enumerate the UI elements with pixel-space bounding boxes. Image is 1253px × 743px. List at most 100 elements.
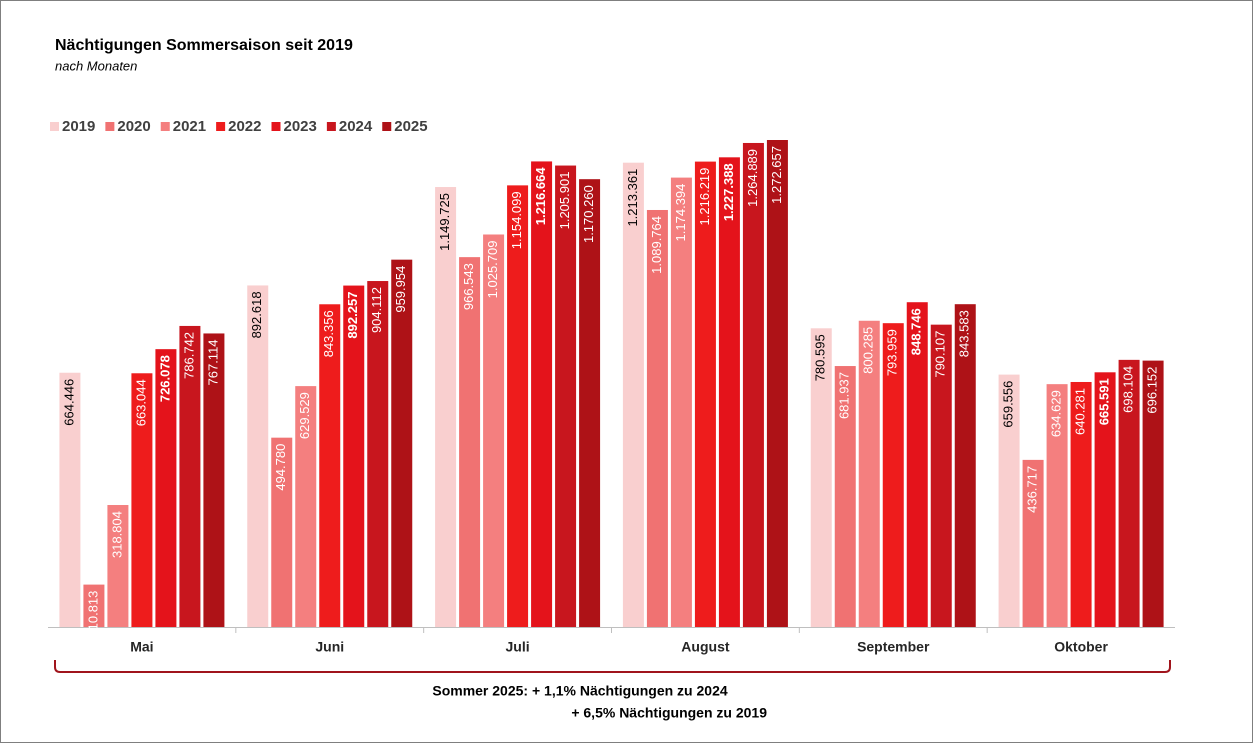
bar xyxy=(930,324,952,627)
legend-label: 2020 xyxy=(117,118,150,135)
bar xyxy=(834,366,856,627)
bar xyxy=(1142,360,1164,627)
value-label: 1.213.361 xyxy=(625,169,640,227)
legend-swatch xyxy=(271,122,281,131)
bar xyxy=(555,165,577,628)
value-label: 494.780 xyxy=(273,444,288,491)
bar xyxy=(810,328,832,627)
value-label: 665.591 xyxy=(1097,378,1112,425)
value-label: 1.089.764 xyxy=(649,216,664,274)
x-tick-label: Juni xyxy=(315,639,344,655)
value-label: 790.107 xyxy=(933,331,948,378)
value-label: 786.742 xyxy=(181,332,196,379)
bar xyxy=(247,285,269,627)
bar xyxy=(1022,459,1044,627)
value-label: 726.078 xyxy=(157,355,172,402)
bar xyxy=(295,386,317,627)
legend-label: 2021 xyxy=(173,118,206,135)
value-label: 1.154.099 xyxy=(509,191,524,249)
value-label: 1.272.657 xyxy=(769,146,784,204)
bar xyxy=(367,281,389,627)
value-label: 892.618 xyxy=(249,291,264,338)
bar xyxy=(459,257,481,627)
value-label: 1.170.260 xyxy=(581,185,596,243)
bar xyxy=(1070,381,1092,627)
value-label: 634.629 xyxy=(1049,390,1064,437)
bar xyxy=(766,140,788,627)
bar xyxy=(998,374,1020,627)
value-label: 696.152 xyxy=(1145,367,1160,414)
value-label: 659.556 xyxy=(1001,381,1016,428)
bar xyxy=(882,323,904,627)
bar xyxy=(391,259,413,627)
bar xyxy=(319,304,341,627)
bar xyxy=(83,584,105,627)
bar xyxy=(622,162,644,628)
x-tick-label: September xyxy=(857,639,930,655)
bar xyxy=(107,505,129,627)
value-label: 966.543 xyxy=(461,263,476,310)
bar xyxy=(343,285,365,627)
bar xyxy=(646,209,668,627)
x-tick-label: August xyxy=(681,639,730,655)
x-tick-label: Juli xyxy=(506,639,530,655)
bar xyxy=(59,372,81,627)
legend-swatch xyxy=(326,122,336,131)
value-label: 629.529 xyxy=(297,392,312,439)
bar xyxy=(1118,359,1140,627)
bar xyxy=(954,304,976,627)
value-label: 780.595 xyxy=(813,334,828,381)
value-label: 1.216.219 xyxy=(697,168,712,226)
chart-title: Nächtigungen Sommersaison seit 2019 xyxy=(55,37,353,54)
legend-label: 2022 xyxy=(228,118,261,135)
x-tick-label: Oktober xyxy=(1054,639,1108,655)
value-label: 1.149.725 xyxy=(437,193,452,251)
bar xyxy=(1046,384,1068,627)
value-label: 1.216.664 xyxy=(533,167,548,226)
bar xyxy=(858,320,880,627)
legend-label: 2019 xyxy=(62,118,95,135)
value-label: 1.205.901 xyxy=(557,172,572,230)
bar xyxy=(179,325,201,627)
bar xyxy=(718,157,740,627)
value-label: 767.114 xyxy=(205,339,220,385)
value-label: 892.257 xyxy=(345,292,360,339)
annotation: + 6,5% Nächtigungen zu 2019 xyxy=(571,705,767,721)
bar xyxy=(271,437,293,627)
legend-swatch xyxy=(50,122,59,131)
value-label: 1.227.388 xyxy=(721,163,736,221)
value-label: 843.583 xyxy=(957,310,972,357)
value-label: 1.174.394 xyxy=(673,184,688,242)
bar xyxy=(507,185,529,628)
annotation: Sommer 2025: + 1,1% Nächtigungen zu 2024 xyxy=(432,683,727,699)
legend-swatch xyxy=(216,122,226,131)
value-label: 663.044 xyxy=(133,379,148,426)
value-label: 800.285 xyxy=(861,327,876,374)
bar xyxy=(670,177,692,627)
value-label: 110.813 xyxy=(85,591,100,637)
value-label: 959.954 xyxy=(393,266,408,313)
value-label: 1.025.709 xyxy=(485,240,500,298)
value-label: 904.112 xyxy=(369,287,384,333)
bar xyxy=(435,187,457,627)
bar xyxy=(131,373,153,627)
legend-swatch xyxy=(105,122,115,131)
value-label: 664.446 xyxy=(61,379,76,426)
bar xyxy=(694,161,716,627)
bar xyxy=(742,142,764,627)
value-label: 318.804 xyxy=(109,511,124,558)
bar xyxy=(483,234,505,627)
legend-label: 2023 xyxy=(284,118,317,135)
value-label: 793.959 xyxy=(885,329,900,376)
value-label: 681.937 xyxy=(837,372,852,419)
legend-label: 2024 xyxy=(339,118,373,135)
value-label: 640.281 xyxy=(1073,388,1088,435)
bar xyxy=(531,161,553,627)
value-label: 848.746 xyxy=(909,308,924,355)
chart-subtitle: nach Monaten xyxy=(55,58,137,73)
bar xyxy=(906,302,928,627)
legend-swatch xyxy=(160,122,170,131)
bar xyxy=(155,349,177,627)
value-label: 698.104 xyxy=(1121,366,1136,413)
